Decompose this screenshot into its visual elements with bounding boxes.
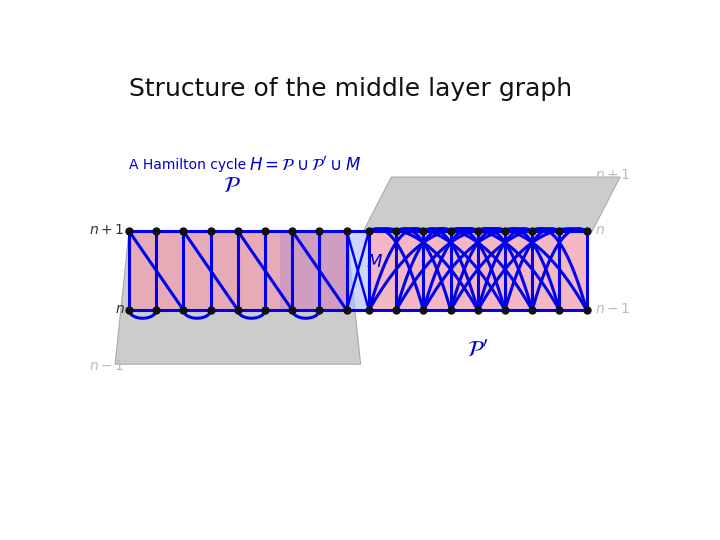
Text: A Hamilton cycle: A Hamilton cycle <box>129 158 246 172</box>
Text: $n-1$: $n-1$ <box>89 359 125 373</box>
Polygon shape <box>280 231 347 310</box>
Polygon shape <box>364 177 620 231</box>
Text: $n+1$: $n+1$ <box>595 168 631 182</box>
Text: $n$: $n$ <box>114 302 125 316</box>
Text: $\mathcal{P}$: $\mathcal{P}$ <box>223 176 241 196</box>
Polygon shape <box>347 231 369 310</box>
Text: Structure of the middle layer graph: Structure of the middle layer graph <box>129 77 572 102</box>
Text: $H = \mathcal{P} \cup \mathcal{P}' \cup M$: $H = \mathcal{P} \cup \mathcal{P}' \cup … <box>249 155 361 174</box>
Polygon shape <box>369 231 587 310</box>
Text: $n$: $n$ <box>595 223 605 237</box>
Text: $n-1$: $n-1$ <box>595 302 631 316</box>
Text: $n+1$: $n+1$ <box>89 223 125 237</box>
Text: $M$: $M$ <box>366 253 383 271</box>
Text: $\mathcal{P}'$: $\mathcal{P}'$ <box>467 339 488 361</box>
Polygon shape <box>129 231 347 310</box>
Polygon shape <box>115 231 361 364</box>
